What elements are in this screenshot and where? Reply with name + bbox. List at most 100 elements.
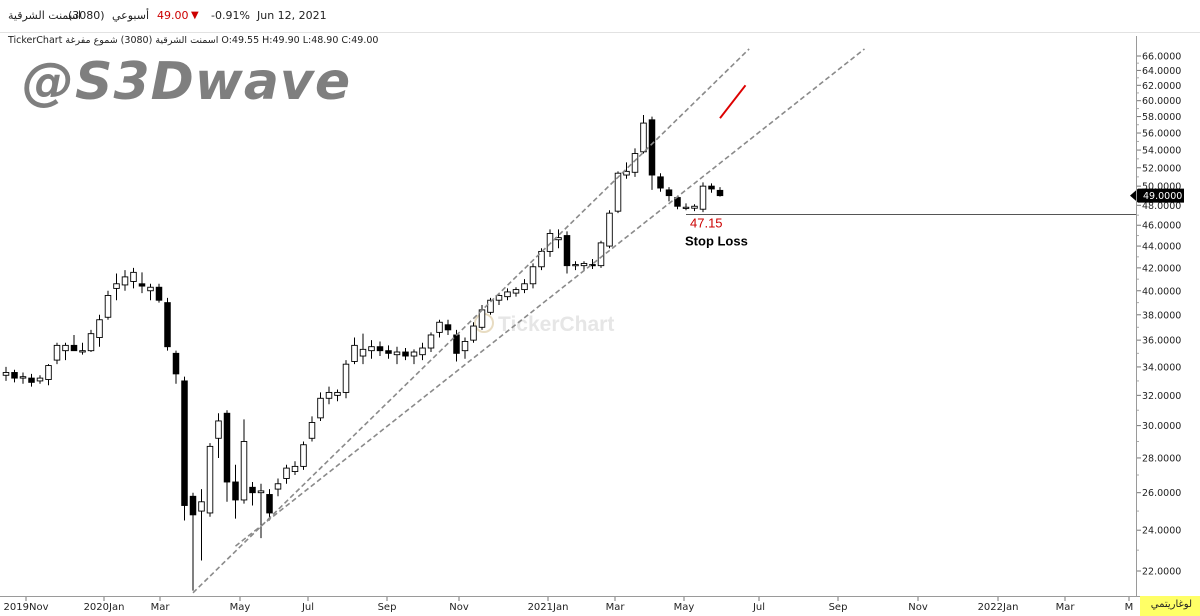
candle: [597, 240, 605, 268]
candle: [283, 464, 290, 484]
candle-body: [19, 376, 27, 379]
symbol-name[interactable]: اسمنت الشرقية: [8, 9, 82, 22]
candle: [495, 293, 503, 306]
candle-body: [317, 397, 324, 419]
candle: [699, 182, 707, 213]
candle-body: [461, 340, 469, 352]
x-tick-label: Jul: [301, 602, 314, 613]
y-tick-label: 36.0000: [1142, 336, 1181, 347]
candle-body: [79, 350, 86, 353]
candle: [104, 290, 112, 320]
header-bar: اسمنت الشرقية (3080) أسبوعي 49.00 ▼ -0.9…: [0, 0, 1200, 33]
candle: [206, 443, 214, 517]
candle: [36, 375, 44, 384]
y-tick-label: 42.0000: [1142, 263, 1181, 274]
candle: [53, 342, 61, 365]
candle: [308, 416, 316, 442]
candle-body: [648, 119, 656, 176]
candle-body: [266, 494, 273, 514]
candle-body: [546, 233, 554, 252]
candle-body: [87, 333, 95, 352]
ohlc-info-line: TickerChart اسمنت الشرقية (3080) شموع مف…: [8, 35, 379, 46]
candle-body: [691, 205, 698, 209]
candle-body: [274, 483, 282, 490]
candle-body: [240, 441, 248, 501]
candle-body: [172, 352, 180, 375]
x-tick-label: May: [674, 602, 695, 613]
candle-body: [402, 351, 409, 357]
candle: [563, 231, 571, 274]
tickerchart-logo: TickerChart: [474, 313, 614, 336]
candle: [512, 287, 520, 297]
candle: [444, 319, 452, 335]
y-tick-label: 48.0000: [1142, 201, 1181, 212]
x-tick-label: Mar: [151, 602, 171, 613]
y-tick-label: 28.0000: [1142, 453, 1181, 464]
y-tick-label: 54.0000: [1142, 146, 1181, 157]
last-price: 49.00: [157, 9, 189, 22]
candle: [45, 364, 52, 386]
y-tick-label: 62.0000: [1142, 81, 1181, 92]
candle-body: [529, 266, 537, 285]
candle: [232, 464, 239, 519]
y-tick-label: 56.0000: [1142, 129, 1181, 140]
candle-body: [410, 351, 418, 357]
candle-body: [665, 189, 673, 197]
y-tick-label: 40.0000: [1142, 286, 1181, 297]
candle-body: [70, 344, 78, 352]
x-tick-label: Sep: [829, 602, 848, 613]
candle: [461, 337, 469, 359]
candle: [640, 114, 647, 154]
candle-body: [130, 271, 137, 282]
candle: [266, 489, 273, 521]
candle: [470, 322, 477, 343]
last-price-marker: [1130, 188, 1184, 203]
x-tick-label: 2019Nov: [4, 602, 49, 613]
y-tick-label: 66.0000: [1142, 52, 1181, 63]
candle: [325, 386, 333, 405]
candle-body: [682, 206, 690, 209]
candle-body: [113, 283, 120, 289]
x-tick-label: Nov: [449, 602, 469, 613]
candle: [504, 288, 511, 301]
y-tick-label: 30.0000: [1142, 421, 1181, 432]
candle: [359, 333, 367, 365]
candle: [708, 183, 715, 193]
period-selector[interactable]: أسبوعي: [112, 9, 150, 22]
y-tick-label: 38.0000: [1142, 310, 1181, 321]
candle: [334, 389, 341, 402]
candle: [623, 162, 630, 179]
stop-level-layer: 47.15 Stop Loss: [685, 214, 1136, 249]
candle-body: [53, 344, 61, 361]
candle-body: [376, 346, 384, 352]
candle-body: [504, 291, 511, 298]
price-change: -0.91%: [211, 9, 250, 22]
candle-body: [257, 490, 265, 494]
y-tick-label: 32.0000: [1142, 391, 1181, 402]
candle-body: [521, 283, 528, 291]
symbol-code: (3080): [68, 9, 105, 22]
candle-body: [512, 289, 520, 294]
candle-body: [334, 391, 341, 396]
candle: [478, 305, 486, 330]
candle-body: [164, 302, 171, 348]
candle: [96, 314, 103, 347]
candle: [529, 263, 537, 289]
candle-body: [436, 321, 443, 333]
trendlines-layer: [192, 48, 865, 594]
candle: [385, 345, 392, 359]
watermark-text: @S3Dwave: [22, 52, 352, 112]
candle-body: [206, 445, 214, 514]
last-price-label: 49.0000: [1143, 191, 1182, 202]
quote-date: Jun 12, 2021: [257, 9, 327, 22]
x-tick-label: M: [1125, 602, 1134, 613]
candle-body: [308, 422, 316, 439]
candle: [648, 116, 656, 190]
candle: [631, 148, 639, 177]
candle: [19, 372, 27, 384]
x-tick-label: 2020Jan: [84, 602, 125, 613]
log-scale-button[interactable]: لوغاريتمي: [1140, 596, 1200, 616]
candle-body: [495, 295, 503, 301]
candle-body: [640, 122, 647, 153]
